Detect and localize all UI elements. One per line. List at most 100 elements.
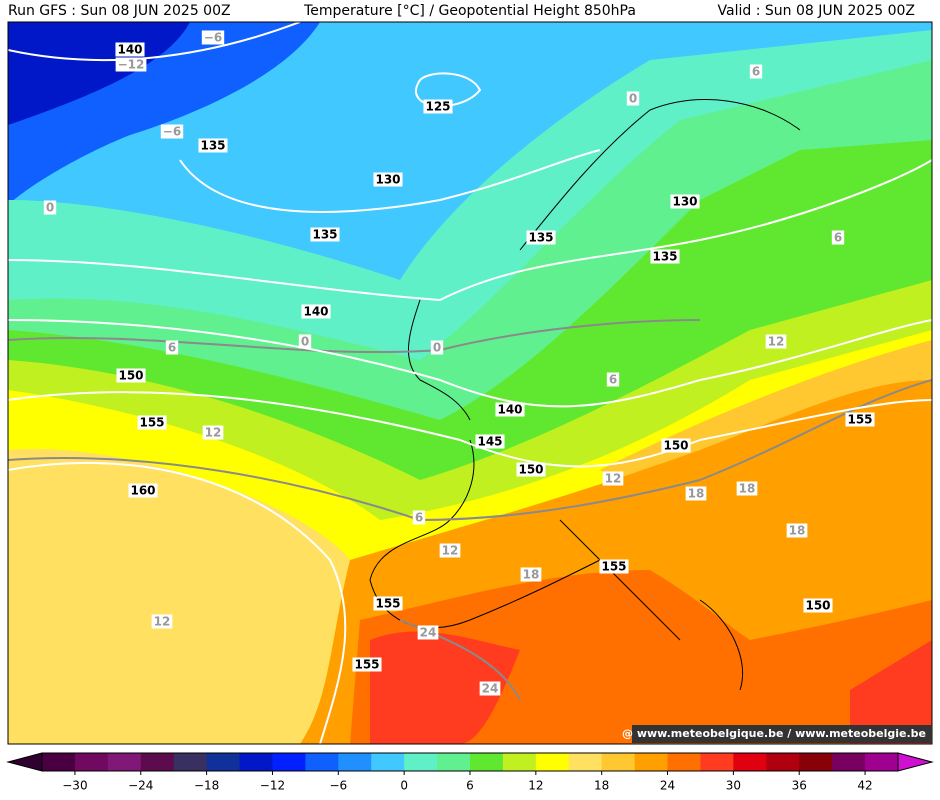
temperature-label-bg (479, 681, 501, 696)
height-label: 155 (847, 413, 872, 427)
height-label-bg (137, 415, 167, 430)
temperature-label-bg (165, 340, 179, 355)
colorbar-bin (733, 753, 767, 771)
temperature-label-bg (298, 334, 312, 349)
height-label: 140 (497, 403, 522, 417)
temperature-label-bg (151, 614, 173, 629)
run-info: Run GFS : Sun 08 JUN 2025 00Z (8, 3, 231, 19)
temperature-label: 18 (739, 482, 756, 496)
temperature-label: 6 (168, 341, 176, 355)
colorbar-bin (305, 753, 339, 771)
temperature-label: −6 (163, 125, 181, 139)
valid-info: Valid : Sun 08 JUN 2025 00Z (718, 3, 915, 19)
colorbar-tick-label: 36 (792, 779, 807, 793)
height-label: 150 (663, 439, 688, 453)
colorbar-tick-label: −18 (194, 779, 219, 793)
temperature-label: 12 (154, 615, 171, 629)
colorbar-bin (42, 753, 76, 771)
height-label-bg (495, 402, 525, 417)
height-label-bg (115, 42, 145, 57)
temperature-label: 6 (834, 231, 842, 245)
temperature-label-bg (417, 625, 439, 640)
temperature-label-bg (520, 567, 542, 582)
watermark: @ www.meteobelgique.be / www.meteobelgie… (622, 727, 926, 740)
height-label-bg (198, 138, 228, 153)
height-label-bg (116, 368, 146, 383)
temperature-label-bg (430, 340, 444, 355)
colorbar-bin (766, 753, 800, 771)
temperature-label-bg (786, 523, 808, 538)
temperature-label-bg (606, 372, 620, 387)
temperature-label-bg (43, 200, 57, 215)
height-label-bg (128, 483, 158, 498)
height-label-bg (373, 172, 403, 187)
temperature-label-bg (626, 91, 640, 106)
temperature-label: 6 (609, 373, 617, 387)
height-label: 125 (425, 100, 450, 114)
colorbar-bin (239, 753, 273, 771)
colorbar-bin (140, 753, 175, 771)
colorbar-bin (173, 753, 208, 771)
height-label: 155 (375, 597, 400, 611)
temperature-label-bg (765, 334, 787, 349)
colorbar-tick-label: −6 (329, 779, 347, 793)
height-label: 150 (118, 369, 143, 383)
colorbar-bin (502, 753, 537, 771)
height-label-bg (526, 230, 556, 245)
height-label-bg (845, 412, 875, 427)
height-label: 150 (518, 463, 543, 477)
height-label-bg (475, 434, 505, 449)
height-label-bg (661, 438, 691, 453)
height-label: 135 (312, 228, 337, 242)
height-label: 150 (805, 599, 830, 613)
temperature-label: 24 (482, 682, 499, 696)
height-label-bg (650, 249, 680, 264)
colorbar-tick-label: −30 (62, 779, 87, 793)
temperature-label-bg (160, 124, 184, 139)
temperature-label-bg (831, 230, 845, 245)
height-label-bg (301, 304, 331, 319)
height-label-bg (352, 657, 382, 672)
temperature-label-bg (201, 30, 225, 45)
colorbar-bin (437, 753, 471, 771)
colorbar-bin (601, 753, 636, 771)
temperature-label: 12 (205, 426, 222, 440)
temperature-label: 12 (605, 472, 622, 486)
map-title: Temperature [°C] / Geopotential Height 8… (303, 3, 636, 19)
temperature-label-bg (749, 64, 763, 79)
colorbar-bin (107, 753, 142, 771)
temperature-label: 24 (420, 626, 437, 640)
height-label-bg (670, 194, 700, 209)
colorbar: −30 −24 −18 −12 −6 0 6 12 18 24 30 36 42 (6, 752, 934, 793)
map-field (8, 22, 932, 744)
height-label: 140 (117, 43, 142, 57)
height-label: 155 (601, 560, 626, 574)
height-label: 130 (672, 195, 697, 209)
temperature-label: 12 (768, 335, 785, 349)
temperature-label: 0 (433, 341, 441, 355)
height-label: 135 (652, 250, 677, 264)
colorbar-tick-label: 24 (660, 779, 675, 793)
height-label-bg (803, 598, 833, 613)
colorbar-tick-label: 6 (466, 779, 474, 793)
height-label: 155 (354, 658, 379, 672)
colorbar-bin (338, 753, 372, 771)
temperature-label: 6 (752, 65, 760, 79)
colorbar-over (897, 752, 934, 772)
colorbar-bin (206, 753, 241, 771)
temperature-label: 6 (415, 511, 423, 525)
temperature-label-bg (412, 510, 426, 525)
colorbar-bin (535, 753, 570, 771)
colorbar-bin (74, 753, 109, 771)
temperature-label: −6 (204, 31, 222, 45)
colorbar-bin (272, 753, 306, 771)
height-label-bg (423, 99, 453, 114)
height-label: 135 (200, 139, 225, 153)
colorbar-tick-label: −24 (128, 779, 153, 793)
height-label-bg (599, 559, 629, 574)
colorbar-tick-label: 12 (528, 779, 543, 793)
watermark-bg (632, 725, 932, 743)
temperature-label: 12 (442, 544, 459, 558)
colorbar-tick-label: 18 (594, 779, 609, 793)
